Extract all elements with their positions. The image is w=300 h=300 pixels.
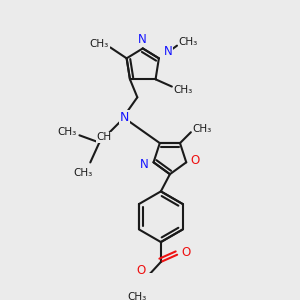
Text: CH₃: CH₃ [192,124,211,134]
Text: CH₃: CH₃ [128,292,147,300]
Text: O: O [191,154,200,167]
Text: N: N [140,158,149,171]
Text: CH₃: CH₃ [90,39,109,49]
Text: N: N [164,46,172,59]
Text: O: O [136,264,146,277]
Text: CH₃: CH₃ [74,168,93,178]
Text: N: N [137,33,146,46]
Text: CH₃: CH₃ [57,127,76,137]
Text: CH₃: CH₃ [178,37,197,47]
Text: N: N [120,111,129,124]
Text: O: O [182,246,191,260]
Text: CH₃: CH₃ [173,85,192,95]
Text: CH: CH [96,132,111,142]
